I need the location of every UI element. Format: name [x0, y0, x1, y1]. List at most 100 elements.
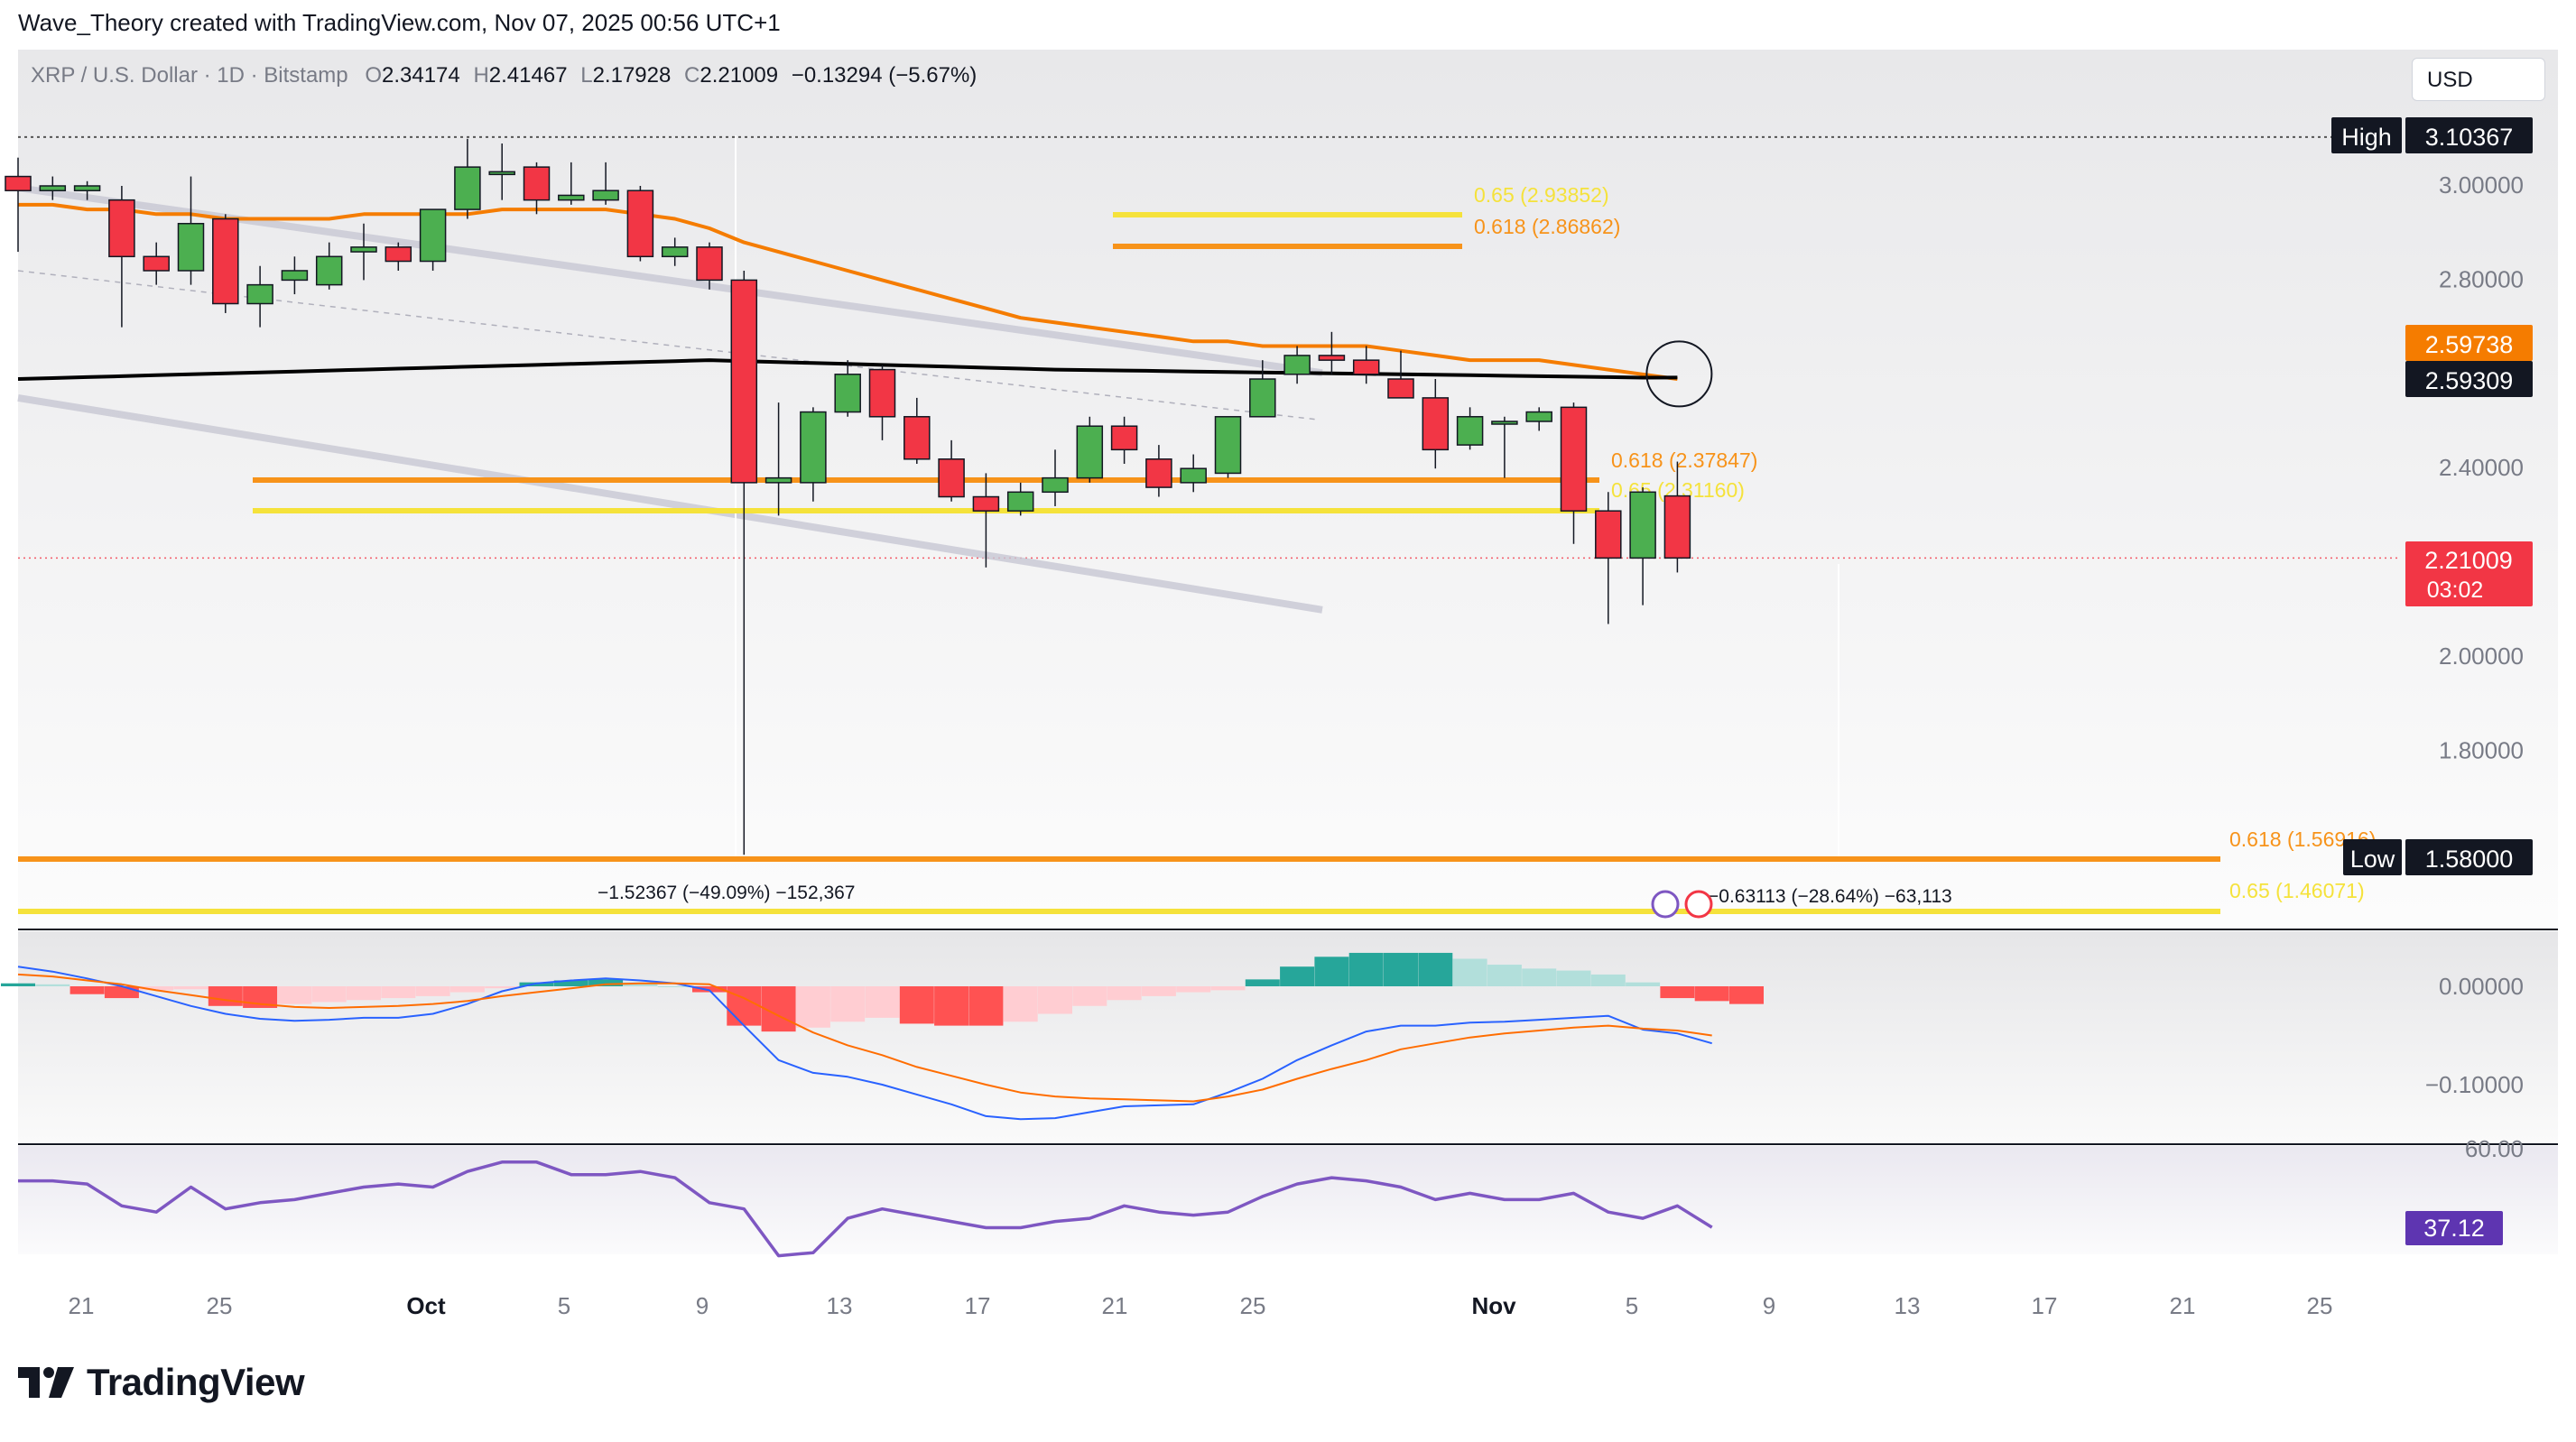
ema-orange-tag-text: 2.59738 — [2425, 331, 2514, 358]
candle-body — [454, 166, 481, 210]
candle-body — [1491, 421, 1518, 425]
candle-body — [696, 246, 723, 282]
candle — [800, 407, 827, 502]
macd-histogram-bar — [1487, 965, 1522, 986]
macd-histogram-bar — [449, 986, 485, 993]
macd-histogram-bar — [934, 986, 969, 1026]
candle-body — [350, 246, 377, 253]
rsi-line — [18, 1160, 1713, 1258]
candle — [212, 214, 239, 313]
high-value-tag-text: 3.10367 — [2425, 124, 2514, 151]
macd-histogram-bar — [381, 986, 416, 999]
time-axis-tick: 25 — [2307, 1292, 2333, 1319]
currency-button[interactable]: USD — [2412, 58, 2545, 101]
main-price-pane[interactable]: 0.65 (2.93852) 0.618 (2.86862) 0.618 (2.37… — [5, 135, 2401, 919]
candle — [696, 242, 723, 290]
candle — [558, 162, 585, 205]
time-axis-tick: Nov — [1471, 1292, 1516, 1319]
macd-histogram-bar — [899, 986, 934, 1024]
time-axis-tick: Oct — [406, 1292, 446, 1319]
fib-level-line — [18, 909, 2220, 914]
candle — [730, 270, 758, 855]
macd-histogram-bar — [139, 986, 174, 991]
candle — [1422, 379, 1450, 469]
price-axis-tick: 1.80000 — [2439, 736, 2524, 763]
ema-black-tag-bg — [2405, 361, 2533, 397]
candle — [5, 157, 32, 253]
candle — [39, 176, 67, 200]
low-value-tag: 1.58000 — [2405, 839, 2533, 875]
symbol-ohlc-bar[interactable]: XRP / U.S. Dollar · 1D · Bitstamp O2.341… — [31, 63, 977, 88]
fib-level-line — [1113, 244, 1462, 249]
high-label: H — [473, 63, 489, 88]
macd-histogram-bar — [1, 983, 35, 986]
ema-black-tag-text: 2.59309 — [2425, 367, 2514, 394]
macd-histogram-bar — [347, 986, 381, 1001]
candle-body — [1006, 491, 1034, 512]
candle — [315, 242, 343, 290]
candle — [108, 186, 135, 328]
candle-body — [1352, 359, 1380, 375]
candle-body — [1422, 397, 1450, 451]
macd-histogram-bar — [1210, 986, 1246, 991]
symbol-name[interactable]: XRP / U.S. Dollar · 1D · Bitstamp — [31, 63, 348, 88]
candle — [1663, 461, 1691, 573]
macd-histogram-bar — [1280, 966, 1315, 986]
high-value-tag: 3.10367 — [2405, 117, 2533, 153]
candle-body — [1318, 355, 1346, 361]
time-axis-tick: 5 — [558, 1292, 570, 1319]
rsi-value-tag: 37.12 — [2405, 1211, 2503, 1245]
candle-body — [143, 255, 170, 272]
macd-histogram-bar — [1141, 986, 1176, 996]
macd-histogram-bar — [623, 982, 658, 986]
candle — [281, 256, 309, 295]
candle-body — [39, 185, 67, 191]
rsi-value-text: 37.12 — [2423, 1215, 2485, 1242]
time-axis-tick: 13 — [1895, 1292, 1921, 1319]
macd-histogram-bar — [277, 986, 312, 1004]
time-axis-tick: 9 — [696, 1292, 709, 1319]
macd-axis-tick: 0.00000 — [2439, 973, 2524, 1000]
ema-orange-tag-bg — [2405, 325, 2533, 361]
candle-body — [730, 279, 758, 484]
candle — [1042, 449, 1069, 506]
macd-histogram-bar — [1348, 952, 1384, 986]
macd-line — [17, 966, 1712, 1121]
macd-histogram-bar — [692, 986, 727, 993]
macd-pane[interactable] — [1, 952, 1764, 1121]
candle — [764, 402, 792, 516]
candle — [488, 143, 515, 200]
macd-histogram-bar — [761, 986, 796, 1032]
rsi-axis-tick: 60.00 — [2465, 1135, 2524, 1162]
macd-histogram-bar — [415, 986, 450, 996]
open-value: 2.34174 — [382, 63, 460, 88]
macd-histogram-bar — [1176, 986, 1211, 993]
candle-body — [592, 189, 619, 201]
macd-histogram-bar — [311, 986, 347, 1003]
candle-body — [108, 199, 135, 258]
time-axis-bg[interactable] — [18, 1254, 2558, 1332]
macd-histogram-bar — [727, 986, 762, 1026]
time-axis-tick: 25 — [1240, 1292, 1266, 1319]
tradingview-logo[interactable]: TradingView — [18, 1361, 305, 1404]
candle — [1595, 492, 1622, 624]
candle-body — [1145, 458, 1172, 488]
macd-histogram-bar — [795, 986, 830, 1028]
macd-histogram-bar — [1660, 986, 1695, 999]
time-axis-tick: 21 — [2170, 1292, 2196, 1319]
rsi-pane[interactable] — [18, 1160, 1713, 1258]
main-pane-bg — [18, 50, 2558, 929]
high-tag-text: High — [2341, 124, 2392, 151]
macd-histogram-bar — [1314, 957, 1349, 986]
candle — [143, 242, 170, 285]
candle — [1456, 407, 1484, 450]
candle-body — [1249, 378, 1276, 418]
time-axis-tick: 21 — [69, 1292, 95, 1319]
time-axis-tick: 13 — [827, 1292, 853, 1319]
candle-body — [1595, 510, 1622, 559]
candle — [454, 138, 481, 219]
fib-level-line — [1113, 212, 1462, 217]
candle — [1006, 482, 1034, 516]
macd-histogram-bar — [865, 986, 900, 1018]
